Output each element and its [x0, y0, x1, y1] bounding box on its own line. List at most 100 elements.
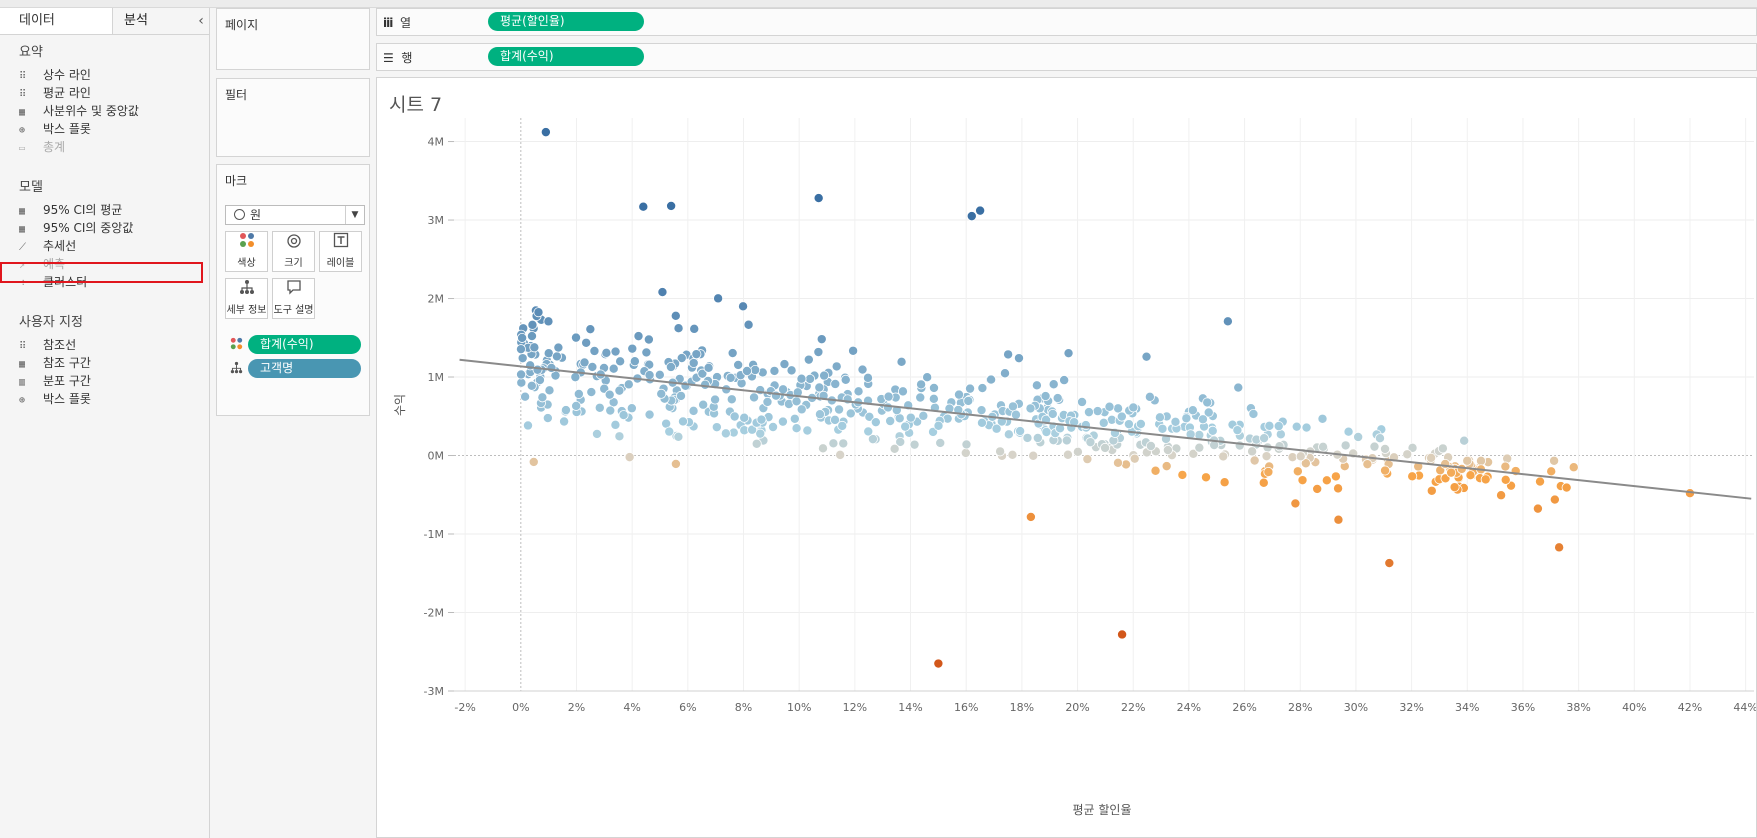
item-box-plot[interactable]: ⊕ 박스 플롯	[19, 120, 91, 138]
data-point	[713, 293, 724, 304]
data-point	[1546, 466, 1557, 477]
data-point	[542, 413, 553, 424]
data-point	[1274, 441, 1285, 452]
x-tick-label: 28%	[1288, 701, 1312, 714]
data-point	[670, 458, 681, 469]
data-point	[579, 357, 590, 368]
trend-line[interactable]	[459, 358, 1752, 500]
x-tick-label: -2%	[454, 701, 475, 714]
data-point	[965, 383, 976, 394]
data-point	[528, 456, 539, 467]
data-point	[1157, 423, 1168, 434]
item-distribution-band[interactable]: ▥ 분포 구간	[19, 372, 91, 390]
data-point	[573, 388, 584, 399]
collapse-pane-button[interactable]: ‹	[198, 13, 204, 29]
data-point	[1031, 380, 1042, 391]
data-point	[678, 416, 689, 427]
marks-field-customer[interactable]: 고객명	[248, 359, 361, 378]
data-point	[666, 200, 677, 211]
data-point	[1333, 514, 1344, 525]
data-point	[1007, 401, 1018, 412]
y-tick-label: 3M	[428, 214, 445, 227]
data-point	[581, 337, 592, 348]
marks-size-button[interactable]: 크기	[272, 231, 315, 272]
color-icon	[226, 232, 267, 254]
tab-analysis[interactable]: 분석	[124, 13, 148, 28]
columns-shelf[interactable]: iii 열 평균(할인율)	[376, 8, 1757, 36]
data-point	[838, 438, 849, 449]
item-forecast: ↗ 예측	[19, 255, 65, 273]
columns-pill-avg-discount[interactable]: 평균(할인율)	[488, 12, 644, 31]
data-point	[1318, 441, 1329, 452]
data-point	[954, 389, 965, 400]
quartile-icon: ▦	[19, 107, 25, 118]
detail-icon	[226, 279, 267, 301]
marks-field-profit[interactable]: 합계(수익)	[248, 335, 361, 354]
data-point	[644, 409, 655, 420]
data-point	[676, 353, 687, 364]
tab-data[interactable]: 데이터	[0, 8, 113, 34]
data-point	[1100, 442, 1111, 453]
data-point	[626, 403, 637, 414]
scatter-chart[interactable]: 4M 3M 2M 1M 0M -1M -2M -3M -2% 0% 2% 4% 6% 8% 10% 12% 1…	[377, 78, 1756, 837]
color-icon	[230, 337, 243, 353]
data-point	[1187, 405, 1198, 416]
data-point	[710, 394, 721, 405]
item-ci-median[interactable]: ▦ 95% CI의 중앙값	[19, 219, 133, 237]
item-ci-mean[interactable]: ▦ 95% CI의 평균	[19, 201, 122, 219]
data-point	[817, 443, 828, 454]
trend-line-icon: ⟋	[19, 242, 26, 253]
data-point	[1312, 483, 1323, 494]
item-reference-band[interactable]: ▦ 참조 구간	[19, 354, 91, 372]
chevron-down-icon[interactable]: ▼	[345, 206, 364, 224]
item-average-line[interactable]: ⠿ 평균 라인	[19, 84, 91, 102]
data-point	[961, 439, 972, 450]
marks-color-button[interactable]: 색상	[225, 231, 268, 272]
item-constant-line[interactable]: ⠿ 상수 라인	[19, 66, 91, 84]
forecast-icon: ↗	[19, 260, 25, 271]
data-point	[571, 332, 582, 343]
data-point	[768, 422, 779, 433]
data-point	[802, 425, 813, 436]
rows-pill-sum-profit[interactable]: 합계(수익)	[488, 47, 644, 66]
data-point	[1007, 449, 1018, 460]
data-point	[633, 331, 644, 342]
marks-detail-button[interactable]: 세부 정보	[225, 278, 268, 319]
mark-type-dropdown[interactable]: 원 ▼	[225, 205, 365, 225]
distribution-band-icon: ▥	[19, 377, 25, 388]
data-point	[1426, 452, 1437, 463]
rows-shelf[interactable]: ☰ 행 합계(수익)	[376, 43, 1757, 71]
data-point	[819, 370, 830, 381]
data-point	[540, 127, 551, 138]
data-point	[675, 390, 686, 401]
data-point	[915, 392, 926, 403]
x-tick-label: 32%	[1399, 701, 1423, 714]
x-tick-label: 2%	[568, 701, 585, 714]
data-point	[629, 356, 640, 367]
data-point	[1048, 379, 1059, 390]
data-point	[837, 420, 848, 431]
marks-tooltip-button[interactable]: 도구 설명	[272, 278, 315, 319]
item-reference-line[interactable]: ⠿ 참조선	[19, 336, 76, 354]
data-point	[1063, 348, 1074, 359]
data-point	[546, 362, 557, 373]
data-point	[1181, 413, 1192, 424]
data-point	[1233, 382, 1244, 393]
data-point	[1263, 466, 1274, 477]
data-point	[1162, 445, 1173, 456]
pages-card[interactable]: 페이지	[216, 8, 370, 70]
data-point	[769, 365, 780, 376]
data-point	[867, 434, 878, 445]
item-quartile-median[interactable]: ▦ 사분위수 및 중앙값	[19, 102, 139, 120]
data-point	[755, 428, 766, 439]
constant-line-icon: ⠿	[19, 71, 26, 82]
data-point	[1150, 465, 1161, 476]
data-point	[691, 349, 702, 360]
data-point	[1072, 446, 1083, 457]
item-trend-line[interactable]: ⟋ 추세선	[19, 237, 76, 255]
data-point	[1219, 477, 1230, 488]
data-point	[1362, 459, 1373, 470]
item-box-plot-custom[interactable]: ⊕ 박스 플롯	[19, 390, 91, 408]
marks-label-button[interactable]: 레이블	[319, 231, 362, 272]
filters-card[interactable]: 필터	[216, 78, 370, 157]
